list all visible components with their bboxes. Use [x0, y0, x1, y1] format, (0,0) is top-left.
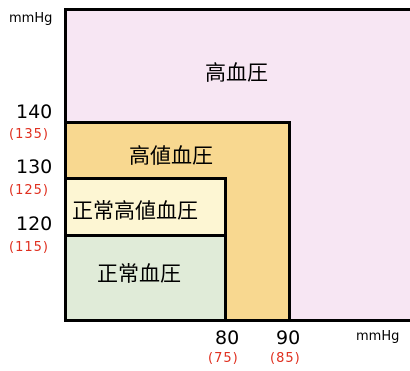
- zone-label-normal-high: 正常高値血圧: [72, 199, 198, 223]
- x-tick-alt-75: (75): [208, 351, 239, 366]
- y-tick-alt-115: (115): [9, 240, 49, 255]
- zone-label-hypertension: 高血圧: [205, 61, 268, 85]
- x-tick-80: 80: [215, 327, 240, 349]
- x-axis-unit: mmHg: [356, 329, 400, 344]
- y-tick-alt-135: (135): [9, 127, 49, 142]
- zone-label-high-normal-bp: 高値血圧: [129, 144, 213, 168]
- zone-normal: 正常血圧: [64, 234, 227, 322]
- y-tick-140: 140: [16, 101, 53, 123]
- y-tick-120: 120: [16, 213, 53, 235]
- x-tick-90: 90: [276, 327, 301, 349]
- y-tick-alt-125: (125): [9, 183, 49, 198]
- zone-label-normal: 正常血圧: [97, 262, 181, 286]
- y-axis-unit: mmHg: [9, 11, 53, 26]
- x-tick-alt-85: (85): [270, 351, 301, 366]
- y-tick-130: 130: [16, 156, 53, 178]
